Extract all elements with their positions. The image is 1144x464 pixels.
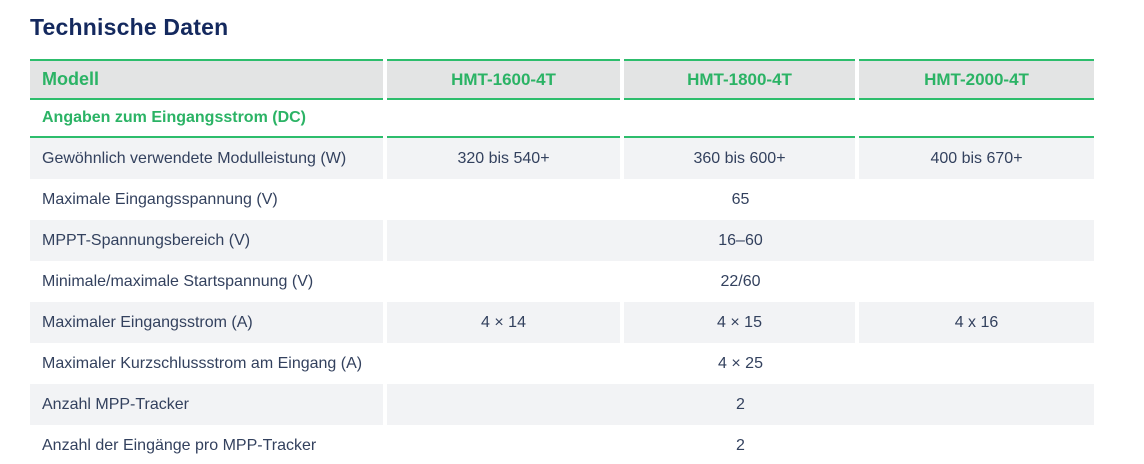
section-title: Angaben zum Eingangsstrom (DC) <box>30 100 383 138</box>
section-spacer-cell <box>624 100 855 138</box>
table-header-row: Modell HMT-1600-4T HMT-1800-4T HMT-2000-… <box>30 59 1094 100</box>
row-label: Anzahl MPP-Tracker <box>30 384 383 425</box>
row-label: Gewöhnlich verwendete Modulleistung (W) <box>30 138 383 179</box>
header-cell-modell: Modell <box>30 59 383 100</box>
header-cell-model-hmt-1800-4t: HMT-1800-4T <box>624 59 855 100</box>
table-row-module-power: Gewöhnlich verwendete Modulleistung (W) … <box>30 138 1094 179</box>
row-label: Anzahl der Eingänge pro MPP-Tracker <box>30 425 383 464</box>
table-row-max-input-current: Maximaler Eingangsstrom (A) 4 × 14 4 × 1… <box>30 302 1094 343</box>
row-value-merged: 65 <box>387 179 1094 220</box>
table-row-inputs-per-mpp-tracker: Anzahl der Eingänge pro MPP-Tracker 2 <box>30 425 1094 464</box>
row-label: Maximaler Eingangsstrom (A) <box>30 302 383 343</box>
row-label: MPPT-Spannungsbereich (V) <box>30 220 383 261</box>
technical-data-table: Modell HMT-1600-4T HMT-1800-4T HMT-2000-… <box>30 59 1094 464</box>
row-label: Maximale Eingangsspannung (V) <box>30 179 383 220</box>
table-row-mpp-tracker-count: Anzahl MPP-Tracker 2 <box>30 384 1094 425</box>
page-title: Technische Daten <box>30 14 229 40</box>
table-row-max-input-voltage: Maximale Eingangsspannung (V) 65 <box>30 179 1094 220</box>
row-value-merged: 2 <box>387 384 1094 425</box>
row-value-merged: 4 × 25 <box>387 343 1094 384</box>
table-section-row-dc-input: Angaben zum Eingangsstrom (DC) <box>30 100 1094 138</box>
row-value: 320 bis 540+ <box>387 138 620 179</box>
header-cell-model-hmt-2000-4t: HMT-2000-4T <box>859 59 1094 100</box>
section-spacer-cell <box>859 100 1094 138</box>
row-value-merged: 16–60 <box>387 220 1094 261</box>
table-row-start-voltage: Minimale/maximale Startspannung (V) 22/6… <box>30 261 1094 302</box>
section-spacer-cell <box>387 100 620 138</box>
row-value-merged: 22/60 <box>387 261 1094 302</box>
table-row-mppt-voltage-range: MPPT-Spannungsbereich (V) 16–60 <box>30 220 1094 261</box>
row-value: 4 × 15 <box>624 302 855 343</box>
row-value: 400 bis 670+ <box>859 138 1094 179</box>
row-label: Maximaler Kurzschlussstrom am Eingang (A… <box>30 343 383 384</box>
row-value: 4 × 14 <box>387 302 620 343</box>
row-label: Minimale/maximale Startspannung (V) <box>30 261 383 302</box>
row-value-merged: 2 <box>387 425 1094 464</box>
header-cell-model-hmt-1600-4t: HMT-1600-4T <box>387 59 620 100</box>
row-value: 360 bis 600+ <box>624 138 855 179</box>
table-row-max-short-circuit-current: Maximaler Kurzschlussstrom am Eingang (A… <box>30 343 1094 384</box>
row-value: 4 x 16 <box>859 302 1094 343</box>
